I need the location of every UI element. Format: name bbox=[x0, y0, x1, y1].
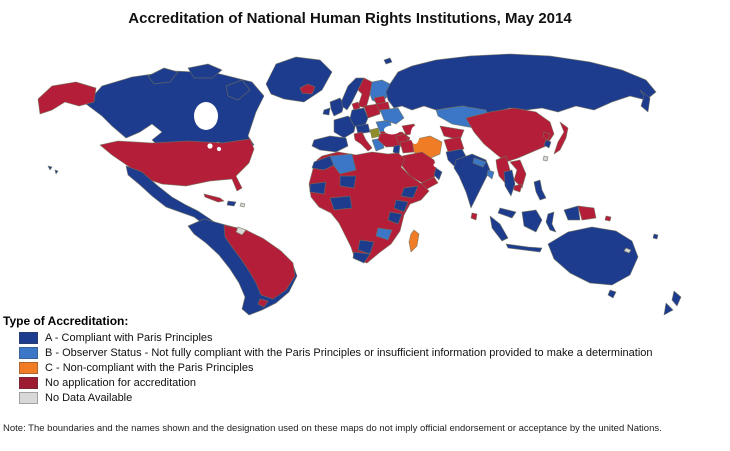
region-arctic-islands bbox=[225, 79, 251, 101]
legend-item-no-application: No application for accreditation bbox=[3, 376, 653, 389]
region-sumatra bbox=[489, 215, 509, 242]
legend-item-c: C - Non-compliant with the Paris Princip… bbox=[3, 361, 653, 374]
region-hawaii bbox=[54, 169, 59, 175]
region-hawaii bbox=[47, 165, 53, 171]
region-nigeria-ghana bbox=[329, 195, 353, 211]
region-bangladesh bbox=[486, 169, 495, 180]
region-brazil bbox=[223, 224, 296, 300]
region-france bbox=[333, 115, 357, 139]
region-philippines bbox=[533, 179, 547, 201]
region-thailand bbox=[503, 169, 516, 197]
region-south-korea bbox=[543, 139, 552, 149]
region-puerto-rico bbox=[239, 202, 246, 208]
legend-label-c: C - Non-compliant with the Paris Princip… bbox=[45, 361, 254, 374]
region-malaysia bbox=[497, 207, 517, 219]
region-solomon-islands bbox=[604, 215, 612, 222]
region-ukraine bbox=[379, 107, 405, 125]
legend-item-no-data: No Data Available bbox=[3, 391, 653, 404]
region-fiji bbox=[652, 233, 659, 240]
footnote: Note: The boundaries and the names shown… bbox=[3, 423, 662, 434]
legend-item-b: B - Observer Status - Not fully complian… bbox=[3, 346, 653, 359]
legend-label-a: A - Compliant with Paris Principles bbox=[45, 331, 213, 344]
region-morocco bbox=[311, 155, 337, 171]
region-uk bbox=[329, 97, 345, 117]
legend-label-no-data: No Data Available bbox=[45, 391, 133, 404]
region-cuba bbox=[203, 193, 225, 203]
region-svalbard bbox=[383, 57, 393, 65]
region-borneo bbox=[521, 209, 543, 233]
region-australia bbox=[547, 226, 639, 286]
region-ethiopia bbox=[400, 185, 419, 199]
swatch-no-application bbox=[19, 376, 38, 389]
region-new-zealand bbox=[663, 302, 674, 316]
region-kamchatka bbox=[639, 89, 651, 113]
region-usa bbox=[99, 138, 255, 192]
region-niger bbox=[339, 175, 357, 189]
region-alaska bbox=[37, 81, 97, 115]
region-zambia bbox=[375, 227, 393, 241]
region-hispaniola bbox=[226, 200, 237, 207]
swatch-no-data bbox=[19, 391, 38, 404]
region-new-caledonia bbox=[623, 247, 632, 254]
region-sri-lanka bbox=[470, 212, 478, 221]
region-north-korea bbox=[542, 131, 551, 141]
legend-label-b: B - Observer Status - Not fully complian… bbox=[45, 346, 653, 359]
region-iceland bbox=[299, 83, 316, 95]
region-afghanistan bbox=[443, 136, 465, 153]
region-poland bbox=[363, 103, 381, 119]
region-kenya bbox=[393, 199, 409, 213]
region-nepal bbox=[472, 157, 487, 168]
caspian-sea bbox=[410, 126, 420, 144]
page-title: Accreditation of National Human Rights I… bbox=[128, 10, 572, 27]
legend-heading: Type of Accreditation: bbox=[3, 314, 129, 328]
region-mauritania-senegal bbox=[309, 181, 327, 195]
region-russia bbox=[385, 53, 657, 115]
region-new-guinea-west bbox=[563, 205, 581, 221]
region-oman bbox=[433, 167, 443, 181]
region-madagascar bbox=[408, 229, 420, 253]
swatch-a bbox=[19, 331, 38, 344]
region-africa bbox=[308, 151, 430, 264]
region-papua-new-guinea bbox=[577, 205, 597, 221]
region-greenland bbox=[265, 56, 333, 103]
region-arctic-islands bbox=[187, 63, 223, 79]
great-lakes bbox=[216, 146, 222, 152]
region-japan bbox=[553, 121, 569, 155]
region-uruguay bbox=[257, 298, 269, 308]
hudson-bay bbox=[194, 102, 218, 130]
region-iberia bbox=[311, 135, 349, 153]
region-iraq bbox=[399, 139, 415, 154]
region-taiwan bbox=[542, 155, 549, 162]
region-south-africa bbox=[352, 251, 371, 264]
region-new-zealand bbox=[671, 290, 682, 307]
region-arctic-islands bbox=[147, 67, 179, 85]
legend-label-no-application: No application for accreditation bbox=[45, 376, 197, 389]
region-laos-vietnam bbox=[509, 159, 527, 189]
swatch-c bbox=[19, 361, 38, 374]
black-sea bbox=[384, 125, 400, 135]
region-sulawesi bbox=[545, 211, 557, 233]
great-lakes bbox=[207, 143, 213, 149]
swatch-b bbox=[19, 346, 38, 359]
legend-item-a: A - Compliant with Paris Principles bbox=[3, 331, 653, 344]
region-algeria bbox=[329, 153, 357, 175]
region-serbia bbox=[369, 127, 381, 139]
region-india bbox=[453, 153, 491, 209]
persian-gulf bbox=[433, 162, 441, 168]
region-tasmania bbox=[607, 289, 617, 299]
region-java bbox=[505, 243, 543, 253]
legend: Type of Accreditation: A - Compliant wit… bbox=[3, 314, 653, 406]
region-china bbox=[465, 107, 555, 163]
region-tanzania bbox=[387, 211, 403, 225]
region-denmark bbox=[351, 101, 361, 111]
region-italy bbox=[353, 131, 373, 152]
region-czech-austria bbox=[355, 123, 371, 135]
region-cambodia bbox=[513, 183, 523, 193]
region-ireland bbox=[322, 107, 331, 116]
region-guyana bbox=[235, 226, 247, 236]
